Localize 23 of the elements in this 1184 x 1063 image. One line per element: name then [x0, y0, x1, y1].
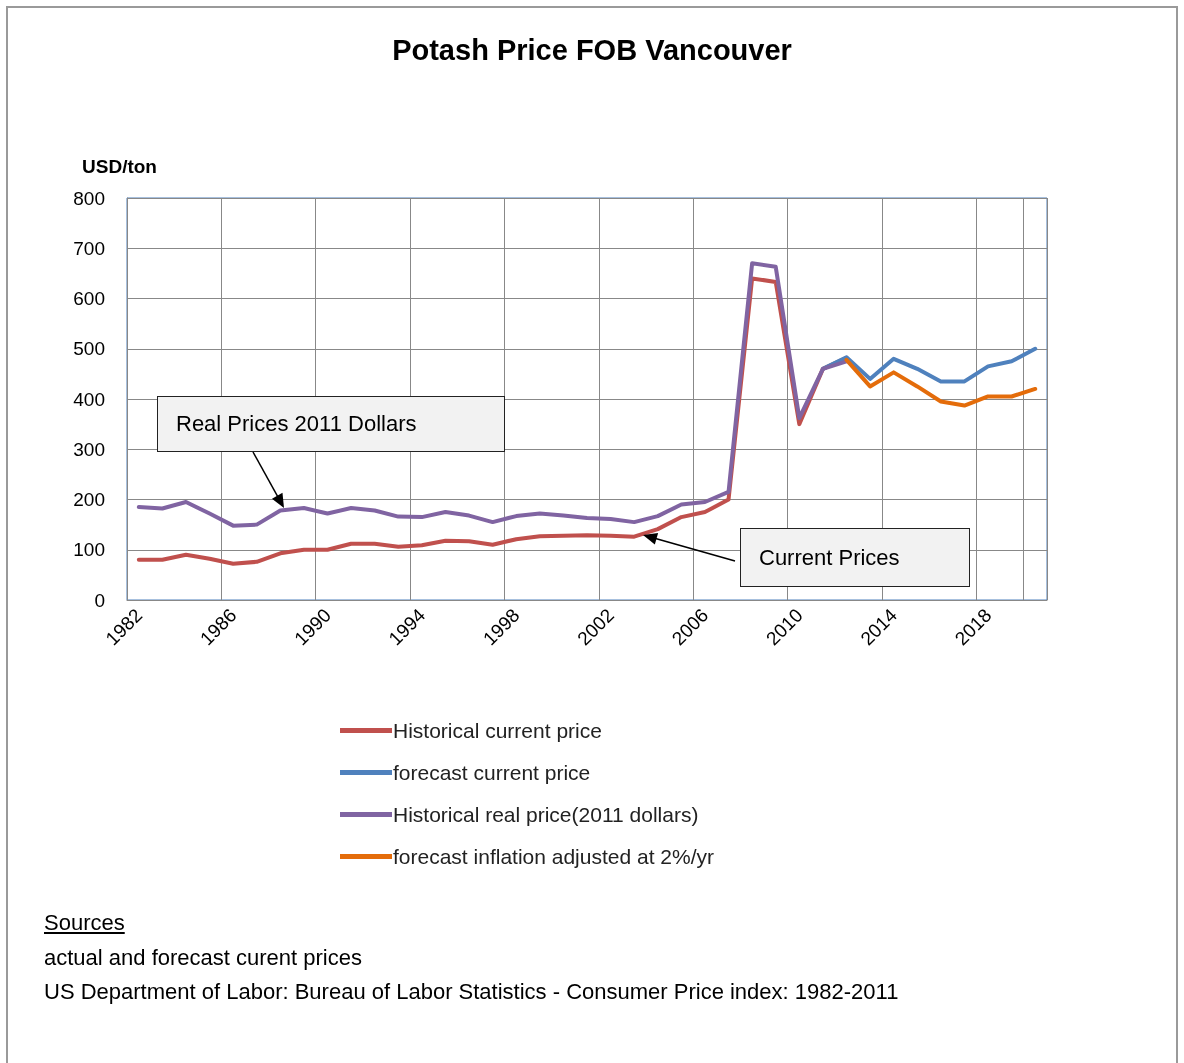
y-tick-label: 700 [73, 237, 105, 259]
line-series [844, 357, 1038, 408]
text: Sources [44, 910, 125, 936]
legend-label: forecast current price [393, 761, 591, 784]
callout-box: Real Prices 2011 Dollars [157, 396, 505, 452]
line-series [820, 346, 1038, 384]
y-tick-label: 400 [73, 388, 105, 410]
legend-label: Historical real price(2011 dollars) [393, 803, 699, 826]
callout-box: Current Prices [740, 528, 970, 587]
text: US Department of Labor: Bureau of Labor Statistics - Consumer Price index: 1982-2011 [44, 979, 899, 1005]
y-tick-label: 100 [73, 539, 105, 561]
chart-title: Potash Price FOB Vancouver [392, 33, 792, 66]
legend-label: Historical current price [393, 719, 602, 742]
y-tick-label: 600 [73, 288, 105, 309]
line-series [136, 261, 849, 528]
y-tick-label: 200 [73, 489, 105, 510]
text: actual and forecast curent prices [44, 945, 362, 971]
y-tick-label: 500 [73, 338, 105, 360]
y-tick-label: 800 [73, 187, 105, 209]
legend-label: forecast inflation adjusted at 2%/yr [393, 845, 715, 868]
y-tick-label: 300 [73, 438, 105, 460]
y-axis-title: USD/ton [82, 156, 157, 177]
y-tick-label: 0 [94, 589, 105, 611]
